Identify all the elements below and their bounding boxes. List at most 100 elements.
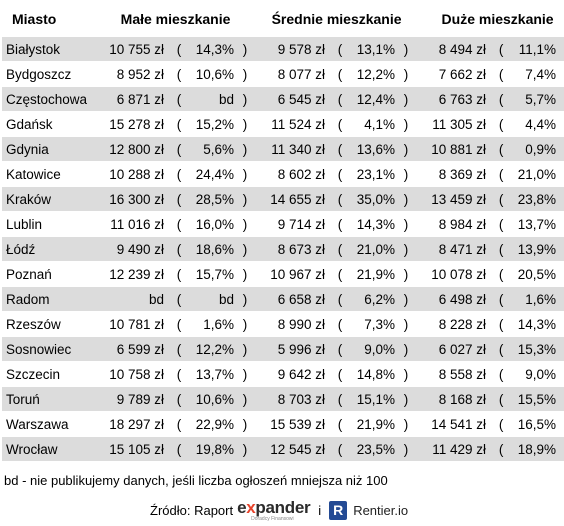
table-row: Łódź 9 490 zł(18,6%) 8 673 zł(21,0%) 8 471 … <box>2 236 564 262</box>
medium-price-cell: 9 578 zł <box>256 36 328 62</box>
large-price-cell: 8 168 zł <box>417 386 489 412</box>
paren-close: ) <box>395 436 418 462</box>
city-cell: Bydgoszcz <box>2 61 95 87</box>
paren-open: ( <box>488 311 515 337</box>
paren-open: ( <box>166 436 192 462</box>
paren-open: ( <box>488 161 515 187</box>
city-cell: Szczecin <box>2 361 95 387</box>
large-pct-cell: 1,6% <box>514 286 557 312</box>
table-row: Wrocław 15 105 zł(19,8%) 12 545 zł(23,5%) 1… <box>2 436 564 462</box>
rentier-name: Rentier.io <box>353 502 409 518</box>
paren-open: ( <box>166 136 192 162</box>
paren-close: ) <box>556 211 564 237</box>
medium-pct-cell: 12,4% <box>353 86 396 112</box>
paren-open: ( <box>327 161 354 187</box>
small-pct-cell: 10,6% <box>192 386 234 412</box>
city-cell: Sosnowiec <box>2 336 95 362</box>
paren-open: ( <box>488 336 515 362</box>
table-row: Katowice 10 288 zł(24,4%) 8 602 zł(23,1%) 8… <box>2 161 564 187</box>
medium-price-cell: 5 996 zł <box>256 336 328 362</box>
paren-open: ( <box>166 411 192 437</box>
paren-open: ( <box>166 211 192 237</box>
large-pct-cell: 13,7% <box>514 211 557 237</box>
medium-price-cell: 8 673 zł <box>256 236 328 262</box>
medium-price-cell: 9 714 zł <box>256 211 328 237</box>
small-price-cell: 10 781 zł <box>95 311 166 337</box>
paren-open: ( <box>327 61 354 87</box>
large-price-cell: 13 459 zł <box>417 186 489 212</box>
large-price-cell: 8 228 zł <box>417 311 489 337</box>
price-table: Miasto Małe mieszkanie Średnie mieszkani… <box>2 2 564 462</box>
small-pct-cell: 19,8% <box>192 436 234 462</box>
paren-open: ( <box>166 236 192 262</box>
large-pct-cell: 15,5% <box>514 386 557 412</box>
source-label: Źródło: Raport <box>150 502 234 518</box>
large-pct-cell: 4,4% <box>514 111 557 137</box>
expander-logo: expander Doradcy Finansowi <box>237 497 311 522</box>
paren-open: ( <box>327 386 354 412</box>
paren-open: ( <box>327 86 354 112</box>
paren-open: ( <box>327 186 354 212</box>
paren-open: ( <box>166 61 192 87</box>
city-cell: Białystok <box>2 36 95 62</box>
large-price-cell: 8 558 zł <box>417 361 489 387</box>
paren-close: ) <box>395 311 418 337</box>
large-pct-cell: 0,9% <box>514 136 557 162</box>
paren-close: ) <box>395 286 418 312</box>
paren-close: ) <box>556 236 564 262</box>
table-row: Bydgoszcz 8 952 zł(10,6%) 8 077 zł(12,2%) 7… <box>2 61 564 87</box>
paren-close: ) <box>234 286 257 312</box>
paren-close: ) <box>556 136 564 162</box>
medium-price-cell: 8 077 zł <box>256 61 328 87</box>
paren-close: ) <box>556 311 564 337</box>
large-pct-cell: 21,0% <box>514 161 557 187</box>
medium-price-cell: 8 990 zł <box>256 311 328 337</box>
small-pct-cell: 14,3% <box>192 36 234 62</box>
small-pct-cell: 10,6% <box>192 61 234 87</box>
large-price-cell: 11 429 zł <box>417 436 489 462</box>
paren-close: ) <box>556 436 564 462</box>
small-price-cell: 12 239 zł <box>95 261 166 287</box>
large-price-cell: 14 541 zł <box>417 411 489 437</box>
large-pct-cell: 14,3% <box>514 311 557 337</box>
paren-open: ( <box>166 161 192 187</box>
paren-open: ( <box>327 261 354 287</box>
expander-logo-subtitle: Doradcy Finansowi <box>251 515 294 522</box>
medium-price-cell: 9 642 zł <box>256 361 328 387</box>
medium-price-cell: 14 655 zł <box>256 186 328 212</box>
paren-open: ( <box>488 411 515 437</box>
paren-close: ) <box>234 186 257 212</box>
paren-close: ) <box>234 111 257 137</box>
paren-close: ) <box>234 436 257 462</box>
table-row: Poznań 12 239 zł(15,7%) 10 967 zł(21,9%) 10… <box>2 261 564 287</box>
table-row: Sosnowiec 6 599 zł(12,2%) 5 996 zł(9,0%) 6 … <box>2 336 564 362</box>
expander-logo-part: e <box>237 497 247 517</box>
paren-open: ( <box>327 36 354 62</box>
medium-pct-cell: 13,1% <box>353 36 396 62</box>
paren-close: ) <box>556 361 564 387</box>
paren-open: ( <box>488 436 515 462</box>
small-price-cell: bd <box>95 286 166 312</box>
paren-open: ( <box>166 386 192 412</box>
small-pct-cell: 1,6% <box>192 311 234 337</box>
paren-open: ( <box>166 261 192 287</box>
small-pct-cell: 12,2% <box>192 336 234 362</box>
paren-open: ( <box>488 261 515 287</box>
paren-open: ( <box>488 136 515 162</box>
medium-pct-cell: 13,6% <box>353 136 396 162</box>
medium-pct-cell: 21,9% <box>353 261 396 287</box>
city-cell: Rzeszów <box>2 311 95 337</box>
medium-pct-cell: 21,9% <box>353 411 396 437</box>
medium-pct-cell: 4,1% <box>353 111 396 137</box>
city-cell: Katowice <box>2 161 95 187</box>
rentier-logo-icon: R <box>329 500 348 520</box>
paren-open: ( <box>327 436 354 462</box>
paren-close: ) <box>556 186 564 212</box>
table-row: Toruń 9 789 zł(10,6%) 8 703 zł(15,1%) 8 168… <box>2 386 564 412</box>
header-city: Miasto <box>12 11 57 27</box>
large-price-cell: 8 369 zł <box>417 161 489 187</box>
medium-pct-cell: 6,2% <box>353 286 396 312</box>
paren-close: ) <box>556 261 564 287</box>
large-pct-cell: 5,7% <box>514 86 557 112</box>
